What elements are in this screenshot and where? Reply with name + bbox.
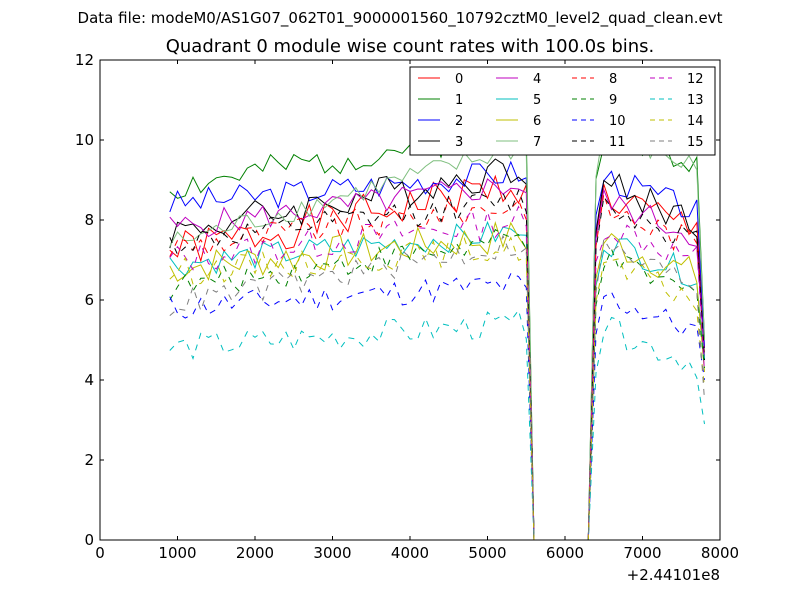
legend-label-4: 4: [533, 72, 541, 87]
x-offset-label: +2.44101e8: [627, 566, 720, 584]
legend-label-11: 11: [609, 135, 626, 150]
legend-label-1: 1: [455, 93, 463, 108]
x-tick-label: 7000: [623, 544, 661, 562]
x-tick-label: 2000: [236, 544, 274, 562]
chart-title: Quadrant 0 module wise count rates with …: [165, 36, 655, 57]
legend-label-14: 14: [687, 114, 704, 129]
x-tick-label: 3000: [313, 544, 351, 562]
legend-box: [409, 66, 716, 156]
legend-label-10: 10: [609, 114, 626, 129]
series-line-10: [169, 273, 705, 540]
x-tick-label: 1000: [158, 544, 196, 562]
series-line-13: [169, 309, 705, 540]
x-tick-label: 4000: [391, 544, 429, 562]
x-tick-label: 6000: [546, 544, 584, 562]
x-tick-label: 0: [95, 544, 105, 562]
legend-label-13: 13: [687, 93, 704, 108]
series-line-3: [169, 158, 705, 540]
series-line-6: [169, 220, 705, 540]
y-tick-label: 12: [75, 51, 94, 69]
legend-label-6: 6: [533, 114, 541, 129]
y-tick-label: 0: [84, 531, 94, 549]
y-tick-label: 8: [84, 211, 94, 229]
series-line-5: [169, 220, 705, 540]
series-line-11: [169, 188, 705, 540]
legend-label-5: 5: [533, 93, 541, 108]
legend-label-0: 0: [455, 72, 463, 87]
series-line-9: [169, 228, 705, 540]
legend-label-12: 12: [687, 72, 704, 87]
series-group: [169, 124, 705, 540]
series-line-12: [169, 205, 705, 540]
y-tick-label: 6: [84, 291, 94, 309]
series-line-15: [169, 234, 705, 540]
series-line-8: [169, 193, 705, 540]
legend-label-15: 15: [687, 135, 704, 150]
y-tick-label: 4: [84, 371, 94, 389]
legend-label-7: 7: [533, 135, 541, 150]
y-tick-label: 2: [84, 451, 94, 469]
legend-label-3: 3: [455, 135, 463, 150]
suptitle: Data file: modeM0/AS1G07_062T01_90000015…: [77, 9, 723, 27]
legend-label-8: 8: [609, 72, 617, 87]
x-tick-label: 8000: [701, 544, 739, 562]
x-tick-label: 5000: [468, 544, 506, 562]
series-line-0: [169, 174, 705, 540]
y-tick-label: 10: [75, 131, 94, 149]
legend-label-2: 2: [455, 114, 463, 129]
legend-label-9: 9: [609, 93, 617, 108]
series-line-4: [169, 178, 705, 540]
series-line-14: [169, 236, 705, 540]
